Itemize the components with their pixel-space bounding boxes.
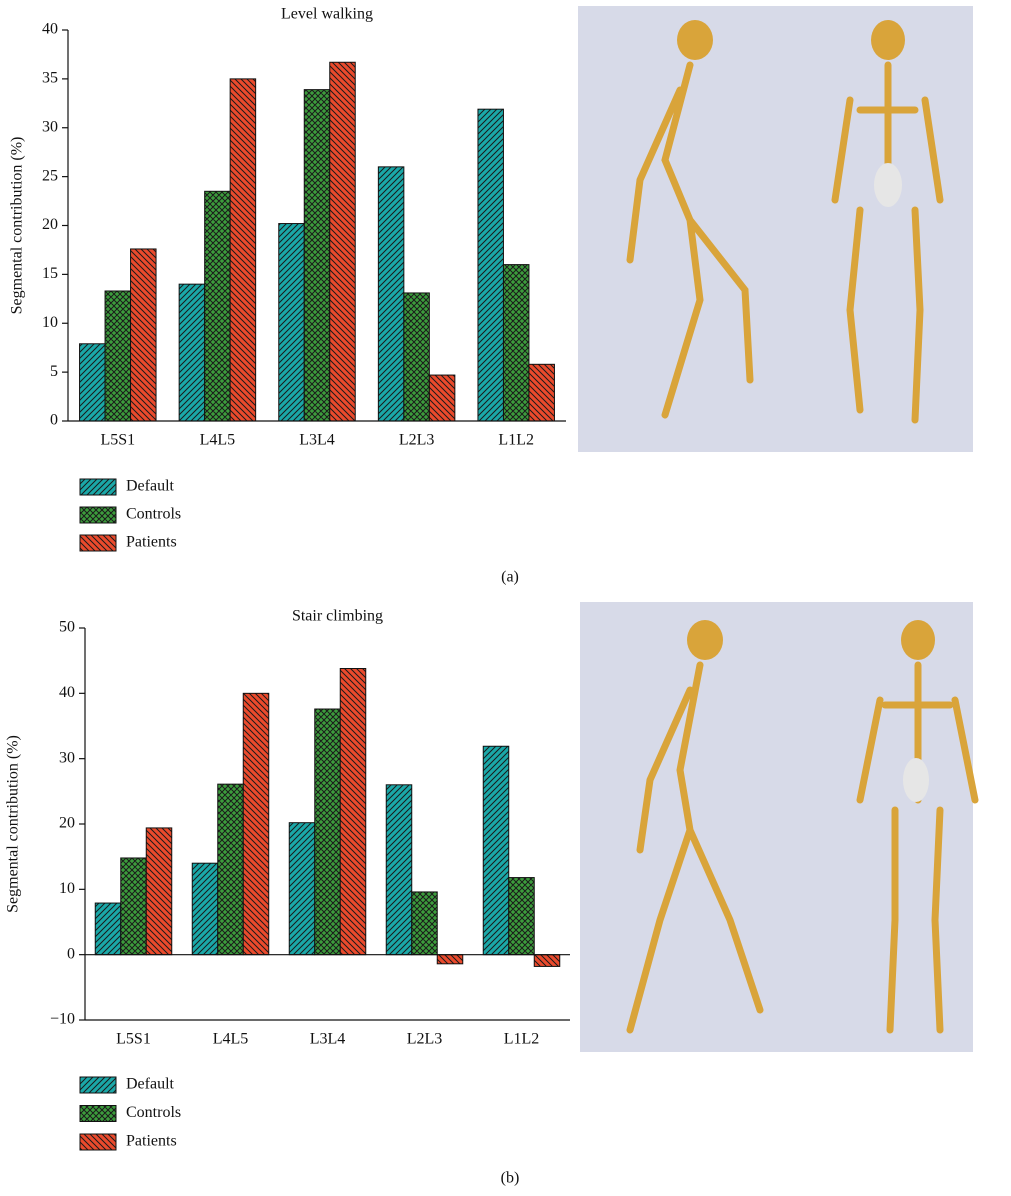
x-tick-label: L1L2 xyxy=(504,1031,540,1048)
y-tick-label: 0 xyxy=(50,412,58,429)
legend-label: Patients xyxy=(126,1133,177,1150)
x-tick-label: L3L4 xyxy=(310,1031,346,1048)
y-tick-label: 25 xyxy=(42,167,58,184)
x-tick-label: L2L3 xyxy=(407,1031,443,1048)
panel-label: (b) xyxy=(501,1170,520,1187)
y-tick-label: 10 xyxy=(59,880,75,897)
skeleton-image xyxy=(578,6,973,452)
legend-swatch xyxy=(79,534,117,552)
y-tick-label: 30 xyxy=(42,118,58,135)
bar xyxy=(120,857,147,956)
legend-swatch xyxy=(79,1076,117,1094)
y-tick-label: 20 xyxy=(42,216,58,233)
skeleton-image xyxy=(580,602,979,1052)
bar xyxy=(145,827,173,956)
bar xyxy=(477,108,504,422)
bar xyxy=(79,343,106,422)
y-tick-label: −10 xyxy=(50,1011,75,1028)
legend-label: Patients xyxy=(126,534,177,551)
bar xyxy=(229,78,257,422)
bar xyxy=(288,822,316,956)
legend-swatch xyxy=(79,506,117,524)
x-tick-label: L5S1 xyxy=(116,1031,151,1048)
bar xyxy=(339,668,367,956)
y-tick-label: 10 xyxy=(42,314,58,331)
x-tick-label: L5S1 xyxy=(100,432,135,449)
legend-label: Default xyxy=(126,478,175,495)
y-tick-label: 15 xyxy=(42,265,58,282)
y-tick-label: 0 xyxy=(67,945,75,962)
legend-label: Controls xyxy=(126,1104,181,1121)
y-tick-label: 40 xyxy=(59,684,75,701)
x-tick-label: L4L5 xyxy=(213,1031,249,1048)
x-tick-label: L2L3 xyxy=(399,432,435,449)
legend-swatch xyxy=(79,478,117,496)
bar xyxy=(104,290,132,422)
legend-swatch xyxy=(79,1133,117,1151)
bar xyxy=(533,954,561,967)
x-tick-label: L4L5 xyxy=(200,432,236,449)
bar xyxy=(482,745,510,956)
x-tick-label: L3L4 xyxy=(299,432,335,449)
bar xyxy=(314,708,341,956)
bar xyxy=(242,692,270,956)
y-tick-label: 50 xyxy=(59,619,75,636)
bar xyxy=(191,862,219,956)
bar xyxy=(502,264,530,422)
bar xyxy=(403,292,430,422)
bar xyxy=(411,891,438,956)
legend-label: Controls xyxy=(126,506,181,523)
y-tick-label: 35 xyxy=(42,70,58,87)
bar xyxy=(204,190,231,422)
legend-label: Default xyxy=(126,1076,175,1093)
bar xyxy=(377,166,405,422)
bar xyxy=(94,902,122,956)
bar xyxy=(329,61,356,422)
legend-swatch xyxy=(79,1105,117,1122)
y-tick-label: 40 xyxy=(42,21,58,38)
panel-label: (a) xyxy=(501,569,519,586)
bar xyxy=(436,954,464,965)
bar xyxy=(178,283,206,422)
chart-title: Stair climbing xyxy=(292,608,383,625)
y-tick-label: 20 xyxy=(59,815,75,832)
bar xyxy=(278,223,305,422)
bar xyxy=(508,877,535,956)
y-tick-label: 30 xyxy=(59,749,75,766)
x-tick-label: L1L2 xyxy=(498,432,534,449)
y-tick-label: 5 xyxy=(50,363,58,380)
y-axis-label: Segmental contribution (%) xyxy=(5,735,22,913)
y-axis-label: Segmental contribution (%) xyxy=(9,137,26,315)
bar xyxy=(130,248,157,422)
bar xyxy=(428,374,456,422)
chart-title: Level walking xyxy=(281,6,373,23)
bar xyxy=(217,783,244,956)
bar xyxy=(303,89,331,422)
bar xyxy=(528,363,555,422)
bar xyxy=(385,784,413,956)
